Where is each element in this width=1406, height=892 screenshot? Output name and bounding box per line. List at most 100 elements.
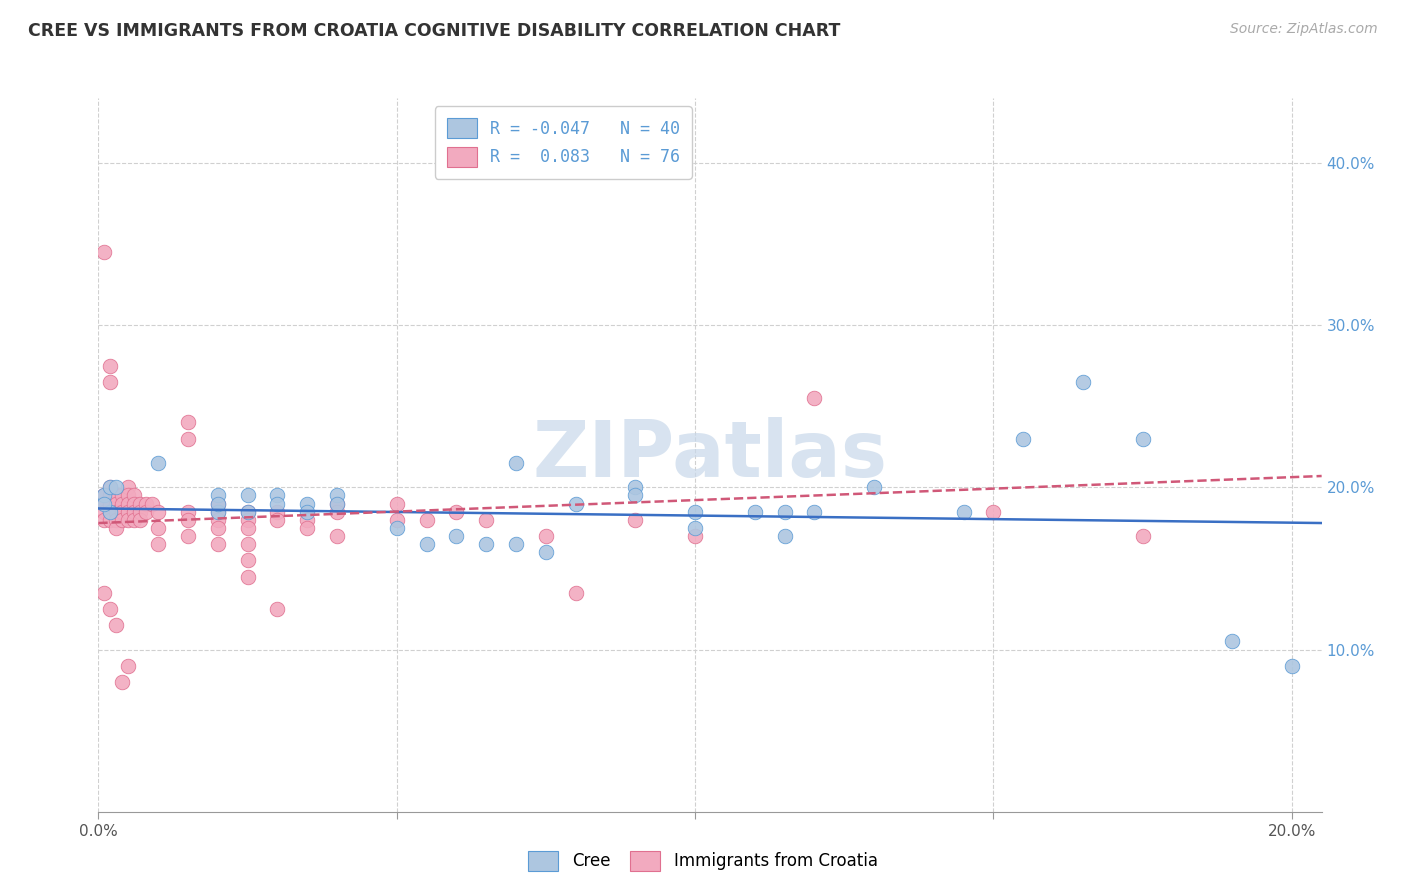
- Point: [105, 521, 128, 535]
- Point: [146, 521, 169, 535]
- Point: [326, 488, 349, 502]
- Point: [863, 480, 886, 494]
- Legend: R = -0.047   N = 40, R =  0.083   N = 76: R = -0.047 N = 40, R = 0.083 N = 76: [434, 106, 692, 178]
- Point: [93, 513, 115, 527]
- Point: [983, 505, 1005, 519]
- Point: [773, 505, 796, 519]
- Point: [93, 505, 115, 519]
- Point: [93, 488, 115, 502]
- Point: [117, 480, 139, 494]
- Point: [93, 497, 115, 511]
- Text: Source: ZipAtlas.com: Source: ZipAtlas.com: [1230, 22, 1378, 37]
- Point: [683, 529, 706, 543]
- Point: [505, 537, 527, 551]
- Point: [1220, 634, 1243, 648]
- Point: [98, 602, 121, 616]
- Point: [105, 505, 128, 519]
- Point: [111, 505, 134, 519]
- Point: [135, 505, 157, 519]
- Point: [111, 675, 134, 690]
- Point: [326, 505, 349, 519]
- Point: [236, 513, 259, 527]
- Point: [326, 497, 349, 511]
- Point: [326, 497, 349, 511]
- Point: [266, 602, 288, 616]
- Point: [111, 513, 134, 527]
- Point: [177, 432, 200, 446]
- Point: [117, 488, 139, 502]
- Point: [135, 497, 157, 511]
- Point: [1132, 432, 1154, 446]
- Point: [93, 488, 115, 502]
- Point: [1071, 375, 1094, 389]
- Point: [624, 480, 647, 494]
- Point: [415, 513, 437, 527]
- Point: [297, 505, 319, 519]
- Point: [105, 497, 128, 511]
- Point: [207, 505, 229, 519]
- Point: [98, 359, 121, 373]
- Point: [122, 513, 145, 527]
- Point: [683, 521, 706, 535]
- Point: [1012, 432, 1035, 446]
- Point: [117, 513, 139, 527]
- Point: [98, 505, 121, 519]
- Point: [207, 505, 229, 519]
- Point: [952, 505, 974, 519]
- Point: [236, 537, 259, 551]
- Point: [207, 537, 229, 551]
- Point: [683, 505, 706, 519]
- Point: [105, 618, 128, 632]
- Point: [177, 513, 200, 527]
- Point: [122, 497, 145, 511]
- Point: [236, 521, 259, 535]
- Point: [803, 391, 825, 405]
- Point: [266, 497, 288, 511]
- Point: [415, 537, 437, 551]
- Point: [266, 488, 288, 502]
- Point: [446, 505, 468, 519]
- Point: [624, 488, 647, 502]
- Point: [117, 658, 139, 673]
- Point: [1281, 658, 1303, 673]
- Point: [207, 497, 229, 511]
- Point: [207, 497, 229, 511]
- Point: [266, 505, 288, 519]
- Point: [98, 505, 121, 519]
- Point: [446, 529, 468, 543]
- Point: [146, 537, 169, 551]
- Point: [565, 497, 588, 511]
- Point: [111, 497, 134, 511]
- Point: [117, 497, 139, 511]
- Point: [236, 488, 259, 502]
- Point: [297, 513, 319, 527]
- Point: [624, 513, 647, 527]
- Point: [105, 480, 128, 494]
- Point: [236, 505, 259, 519]
- Point: [98, 488, 121, 502]
- Text: CREE VS IMMIGRANTS FROM CROATIA COGNITIVE DISABILITY CORRELATION CHART: CREE VS IMMIGRANTS FROM CROATIA COGNITIV…: [28, 22, 841, 40]
- Text: ZIPatlas: ZIPatlas: [533, 417, 887, 493]
- Point: [98, 480, 121, 494]
- Point: [177, 529, 200, 543]
- Point: [565, 586, 588, 600]
- Point: [93, 245, 115, 260]
- Point: [505, 456, 527, 470]
- Point: [122, 505, 145, 519]
- Point: [177, 505, 200, 519]
- Point: [744, 505, 766, 519]
- Point: [207, 521, 229, 535]
- Point: [385, 497, 408, 511]
- Point: [326, 529, 349, 543]
- Point: [105, 513, 128, 527]
- Point: [236, 553, 259, 567]
- Point: [98, 513, 121, 527]
- Point: [129, 505, 152, 519]
- Point: [98, 375, 121, 389]
- Point: [773, 529, 796, 543]
- Point: [385, 513, 408, 527]
- Point: [129, 513, 152, 527]
- Point: [129, 497, 152, 511]
- Point: [297, 497, 319, 511]
- Point: [236, 505, 259, 519]
